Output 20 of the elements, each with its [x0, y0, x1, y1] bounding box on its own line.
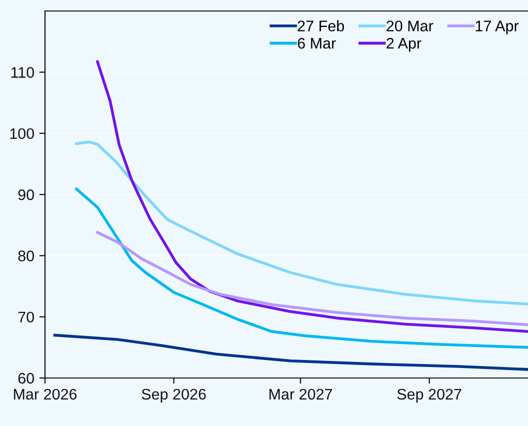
legend-label: 2 Apr — [386, 38, 422, 52]
line-series — [53, 334, 528, 371]
x-tick-label: Sep 2027 — [397, 388, 462, 403]
y-tick-label: 70 — [18, 312, 34, 323]
x-tick-label: Sep 2026 — [142, 388, 206, 403]
y-tick-label: 60 — [18, 372, 34, 384]
y-tick-label: 80 — [18, 250, 34, 262]
line-series — [75, 140, 528, 306]
x-tick-label: Mar 2026 — [14, 388, 77, 400]
legend-label: 6 Mar — [298, 38, 336, 49]
line-series — [96, 231, 528, 326]
line-series — [96, 60, 528, 333]
legend-label: 27 Feb — [298, 20, 344, 32]
y-tick-label: 110 — [11, 67, 34, 78]
line-series — [75, 188, 528, 349]
y-tick-label: 100 — [10, 128, 34, 140]
y-tick-label: 90 — [18, 189, 34, 200]
x-tick-label: Mar 2027 — [269, 388, 332, 400]
legend-label: 17 Apr — [476, 20, 519, 34]
legend-label: 20 Mar — [386, 20, 434, 32]
